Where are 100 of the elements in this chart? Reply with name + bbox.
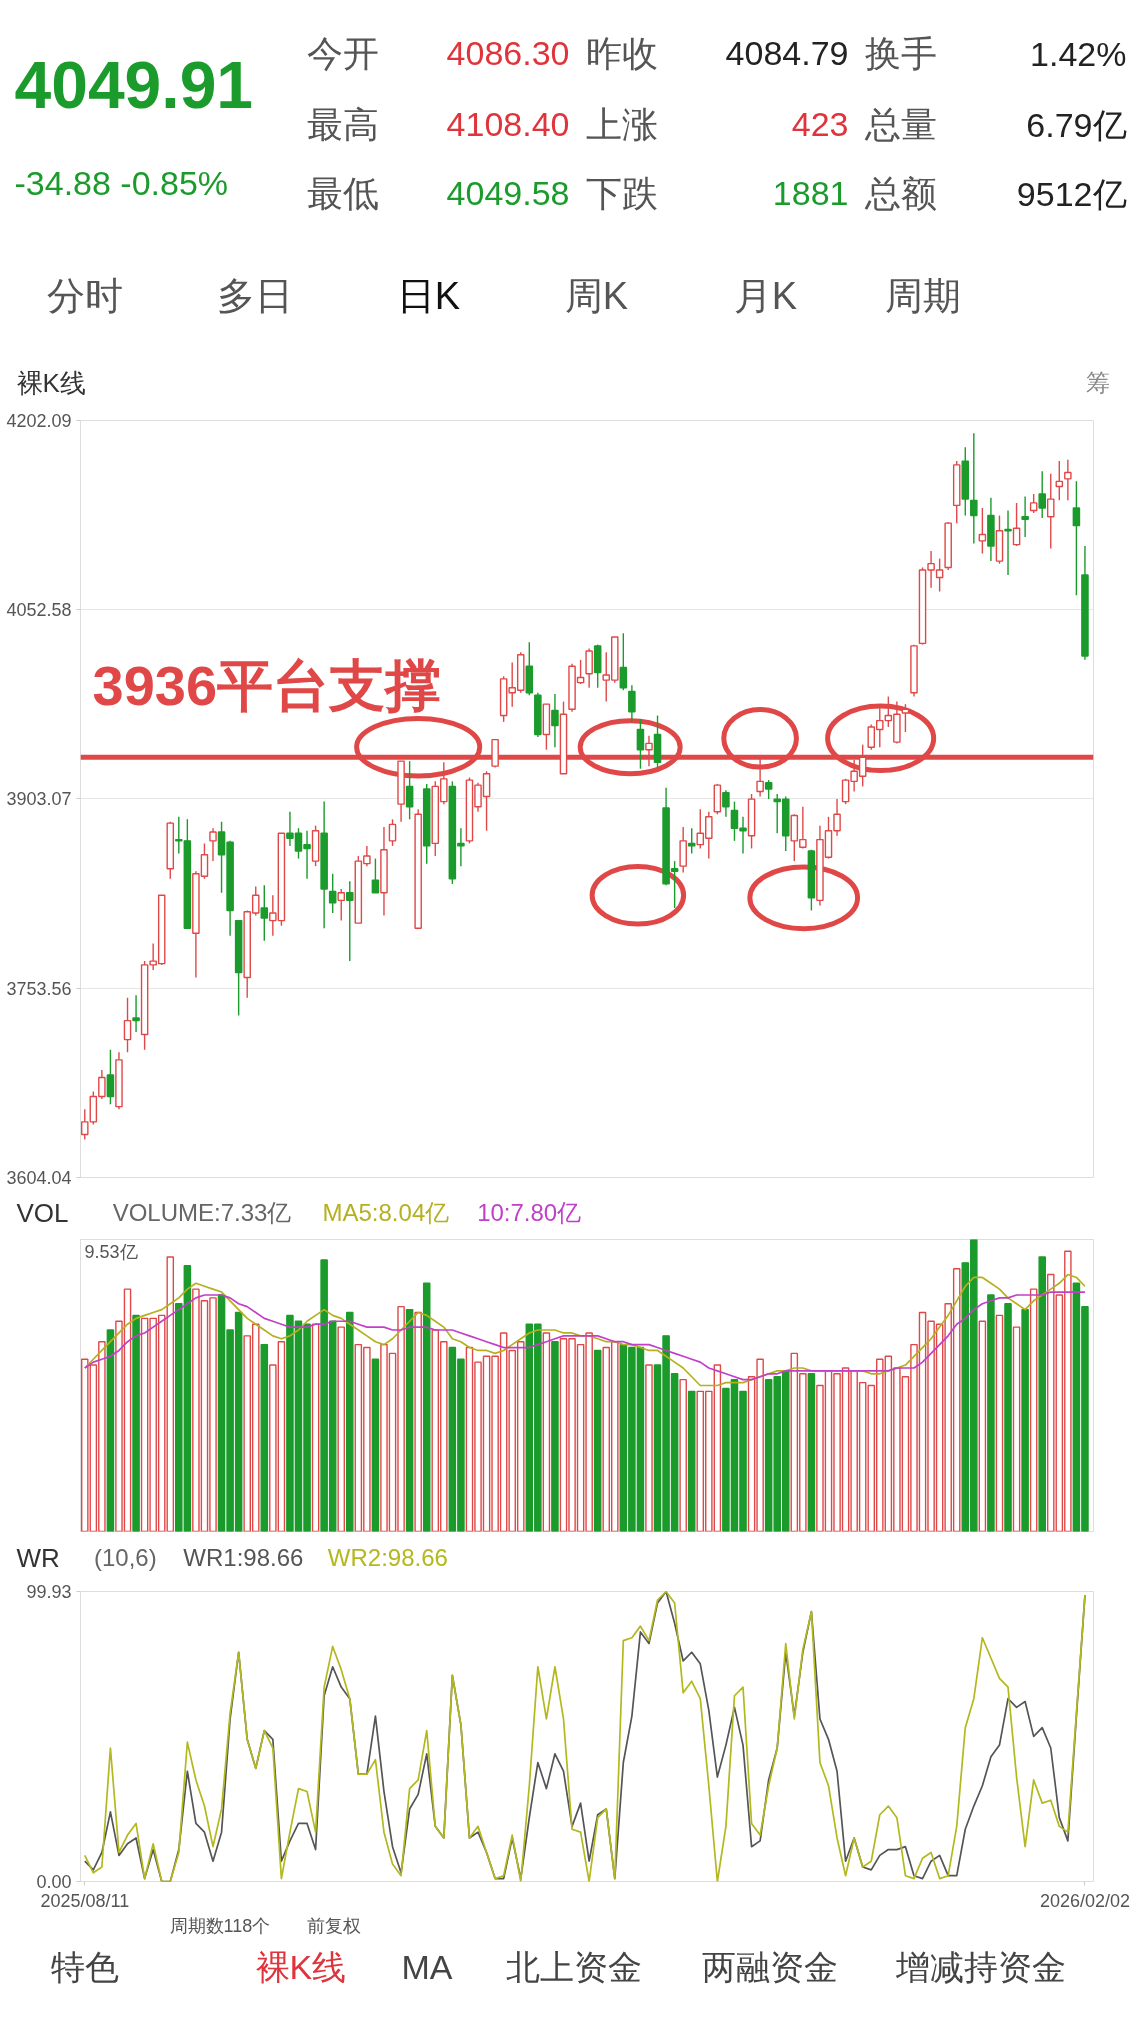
text: 分时: [46, 274, 123, 317]
text: 多日: [216, 274, 293, 317]
candlestick: [328, 873, 337, 914]
candlestick: [619, 632, 628, 691]
bar: [260, 1343, 269, 1532]
text: 昨收: [585, 33, 658, 74]
text: 4108.40: [446, 105, 570, 143]
bar: [593, 1349, 602, 1532]
text: 筹: [1085, 369, 1110, 396]
x-tick-label: 2026/02/02: [1039, 1890, 1130, 1911]
text: 特色: [50, 1947, 119, 1986]
text: WR2:98.66: [327, 1544, 448, 1571]
bar: [132, 1314, 140, 1532]
bar: [414, 1311, 422, 1532]
y-tick-label: 99.93: [26, 1582, 72, 1602]
bar: [337, 1326, 346, 1532]
candlestick: [260, 884, 269, 942]
chart-title: 裸K线: [16, 367, 86, 398]
candlestick: [585, 647, 593, 689]
candlestick: [346, 880, 354, 962]
text: 前复权: [306, 1915, 361, 1936]
text: 总量: [863, 104, 937, 145]
y-tick-label: 3604.04: [6, 1168, 72, 1188]
candlestick: [132, 994, 140, 1033]
ref-line-label: 3936平台支撑: [92, 654, 442, 718]
text: 9512亿: [1016, 174, 1127, 213]
bar: [687, 1390, 696, 1532]
chart-title: VOL: [16, 1197, 69, 1228]
text: WR1:98.66: [183, 1544, 304, 1571]
y-tick-label: 4052.58: [6, 600, 72, 621]
candlestick: [764, 779, 773, 800]
candlestick: [687, 827, 696, 855]
bar: [346, 1311, 354, 1532]
bar: [978, 1320, 987, 1532]
text: 增减持资金: [894, 1947, 1066, 1986]
bar: [995, 1314, 1004, 1532]
bar: [542, 1332, 551, 1532]
text: 423: [791, 105, 849, 143]
text: 1.42%: [1030, 34, 1127, 73]
candlestick: [337, 888, 346, 922]
bar: [311, 1323, 320, 1532]
text: 4086.30: [446, 34, 570, 72]
text: 周期数118个: [169, 1915, 271, 1936]
text: (10,6): [93, 1544, 157, 1571]
text: 北上资金: [505, 1947, 642, 1986]
text: 上涨: [585, 104, 658, 145]
bar: [807, 1373, 816, 1532]
text: 4049.58: [446, 174, 570, 212]
candlestick: [1072, 480, 1081, 596]
candlestick: [722, 789, 730, 818]
text: 总额: [863, 173, 937, 214]
text: 10:7.80亿: [477, 1199, 582, 1226]
text: 周K: [564, 274, 629, 317]
text: 换手: [864, 33, 937, 74]
text: 今开: [306, 33, 379, 74]
text: 裸K线: [255, 1947, 347, 1986]
text: -34.88 -0.85%: [14, 163, 229, 202]
candlestick: [1038, 470, 1046, 519]
text: 最高: [306, 104, 379, 145]
candlestick: [123, 997, 132, 1053]
bar: [1012, 1326, 1021, 1532]
bar: [987, 1294, 995, 1532]
bar: [551, 1341, 559, 1532]
text: VOLUME:7.33亿: [112, 1199, 292, 1226]
bar: [422, 1282, 431, 1532]
y-tick-label: 0.00: [36, 1872, 72, 1892]
candlestick: [371, 857, 380, 894]
bar: [405, 1308, 414, 1532]
text: 4084.79: [725, 34, 849, 72]
text: 日K: [396, 274, 461, 317]
text: MA: [401, 1947, 453, 1986]
bar: [1038, 1256, 1046, 1532]
candlestick: [978, 507, 987, 555]
text: 下跌: [585, 173, 658, 214]
annotation: 9.53亿: [84, 1241, 138, 1262]
text: 1881: [772, 174, 849, 212]
bar: [371, 1358, 380, 1532]
text: MA5:8.04亿: [322, 1199, 450, 1226]
candlestick: [405, 760, 414, 821]
line-series: [83, 1591, 1086, 1882]
text: 4049.91: [14, 47, 254, 122]
text: 最低: [306, 173, 379, 214]
candlestick: [636, 718, 645, 770]
text: 6.79亿: [1026, 105, 1127, 144]
y-tick-label: 3753.56: [6, 978, 72, 999]
bar: [106, 1329, 115, 1532]
candlestick: [970, 432, 978, 545]
candlestick: [628, 684, 636, 723]
candlestick: [1029, 493, 1038, 514]
chart-title: WR: [16, 1542, 60, 1573]
candlestick: [551, 693, 559, 748]
bar: [679, 1378, 687, 1532]
candlestick: [1021, 495, 1029, 538]
bar: [1021, 1308, 1029, 1532]
y-tick-label: 3903.07: [6, 789, 72, 810]
candlestick: [1046, 473, 1055, 550]
candlestick: [1064, 459, 1072, 502]
candlestick: [106, 1049, 115, 1105]
text: 周期: [884, 274, 961, 317]
x-tick-label: 2025/08/11: [40, 1890, 130, 1911]
